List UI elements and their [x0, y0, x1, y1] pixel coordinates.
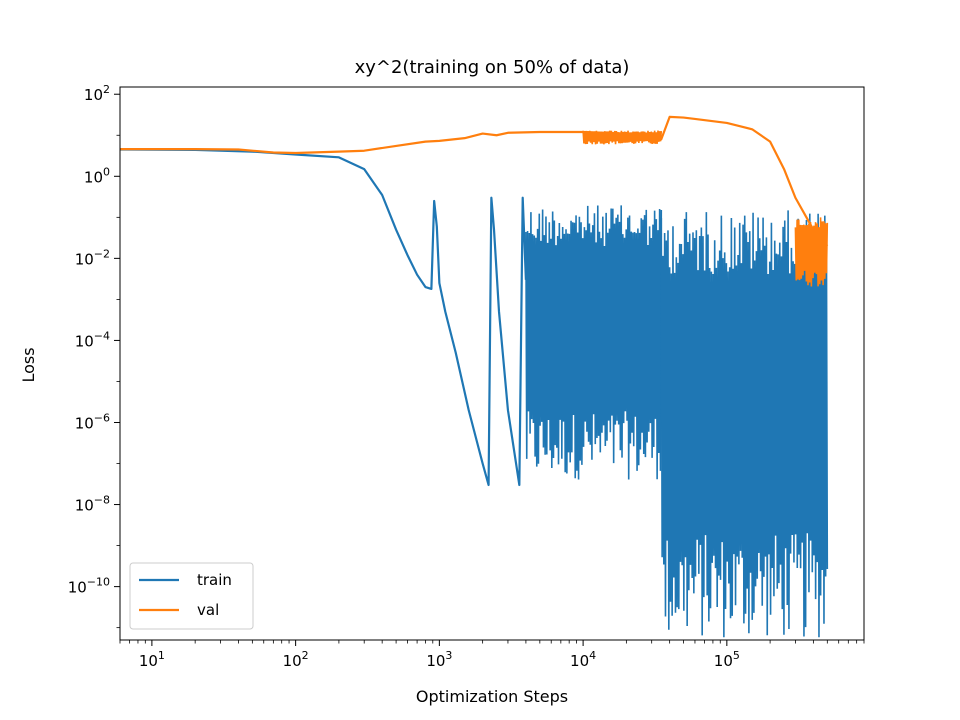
- legend-label-val: val: [197, 601, 219, 619]
- y-tick-label: 10−6: [75, 411, 110, 432]
- series-oscillation-val-1: [794, 217, 829, 287]
- legend: train val: [129, 562, 254, 630]
- x-tick-label: 105: [714, 649, 740, 670]
- y-tick-label: 10−8: [75, 494, 110, 515]
- y-tick-label: 10−4: [75, 329, 110, 350]
- series-line-val: [120, 115, 829, 247]
- series-oscillation-train-0: [525, 205, 663, 480]
- y-axis-label: Loss: [19, 347, 38, 382]
- y-tick-label: 10−2: [75, 247, 110, 268]
- plot-frame: [119, 86, 865, 641]
- legend-label-train: train: [197, 571, 232, 589]
- y-tick-label: 10−10: [68, 576, 110, 597]
- x-axis-label: Optimization Steps: [416, 687, 568, 706]
- x-tick-label: 104: [570, 649, 596, 670]
- y-tick-label: 102: [84, 83, 110, 104]
- series-layer: [120, 115, 829, 638]
- chart-title: xy^2(training on 50% of data): [355, 57, 630, 78]
- series-line-train: [120, 148, 527, 487]
- y-tick-label: 100: [84, 165, 110, 186]
- series-oscillation-train-1: [660, 210, 829, 638]
- legend-box: [129, 562, 254, 630]
- x-tick-label: 102: [283, 649, 309, 670]
- series-oscillation-val-0: [582, 130, 663, 145]
- x-tick-label: 103: [426, 649, 452, 670]
- x-tick-label: 101: [139, 649, 165, 670]
